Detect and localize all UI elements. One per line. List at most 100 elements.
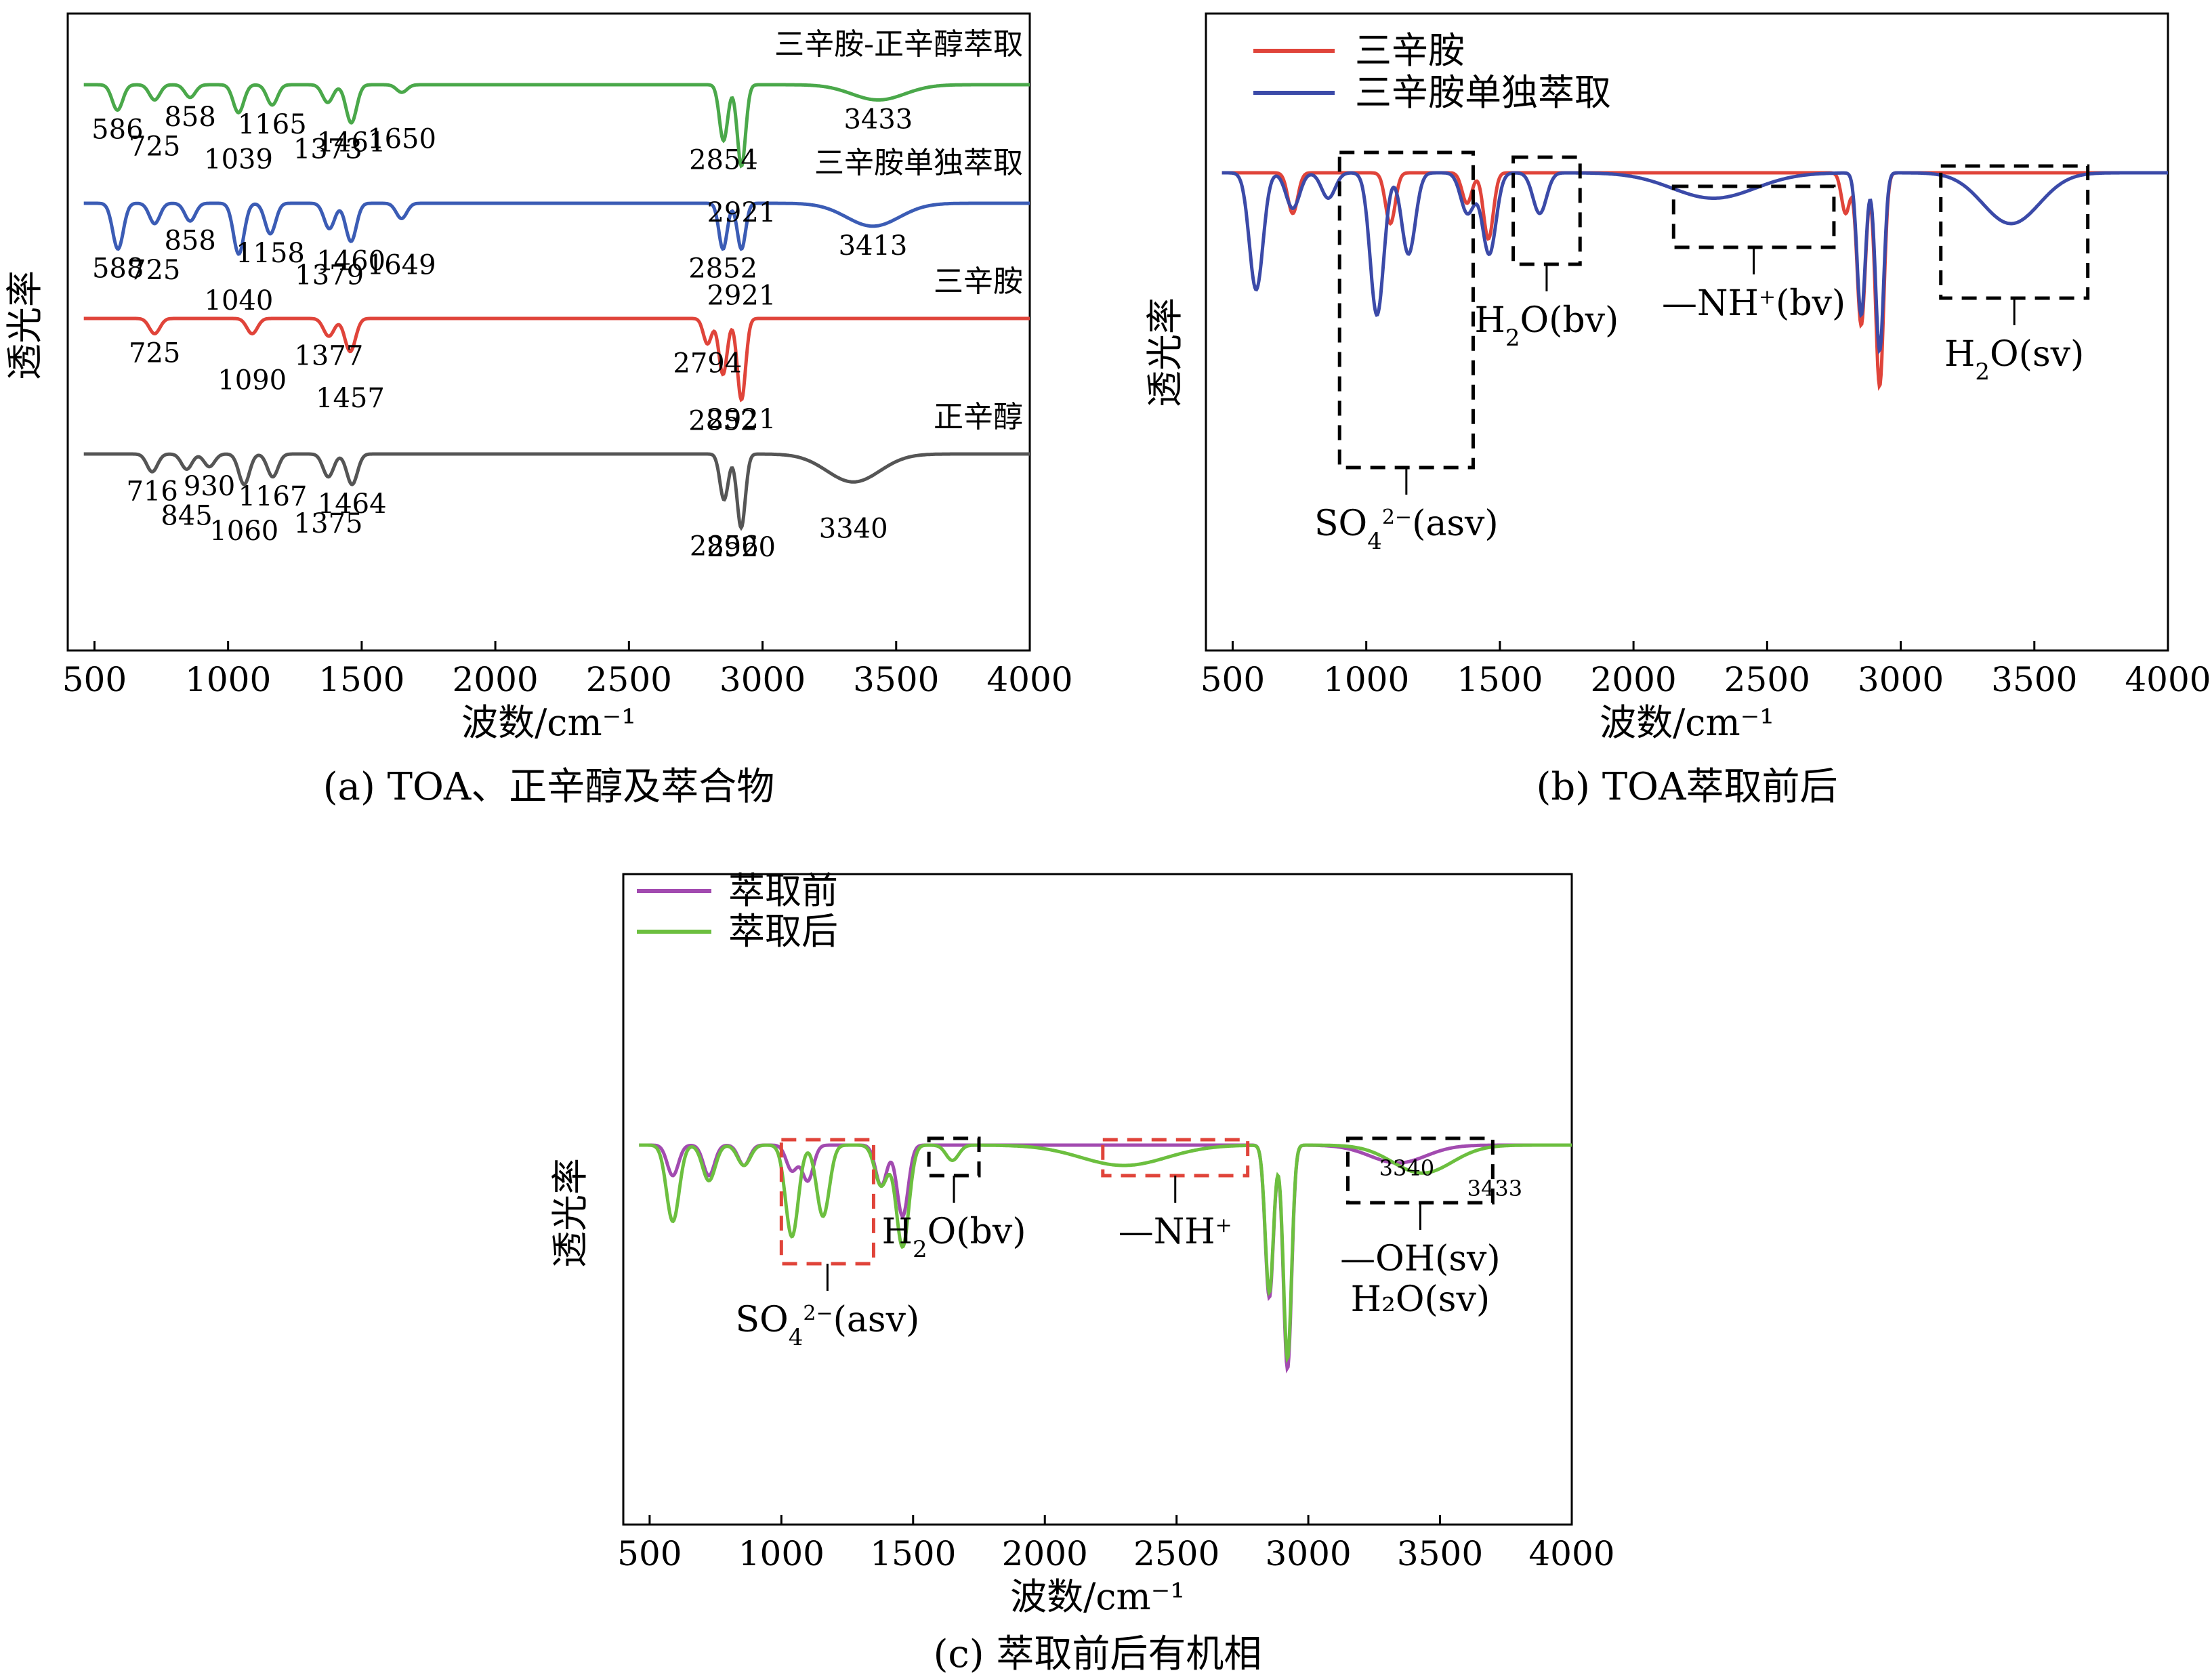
y-axis-label: 透光率 [3,270,46,380]
chart-c: 500 1000 1500 2000 2500 3000 3500 4000 SO42−(as… [549,869,1615,1675]
peak-label: 1379 [295,260,364,291]
x-tick-label: 3500 [853,660,939,699]
peak-label: 2854 [689,145,758,176]
peak-label: 1461 [317,127,386,158]
x-tick-label: 2000 [1590,660,1676,699]
annotation-label: SO42−(asv) [735,1300,919,1351]
peak-label: 3433 [843,104,913,136]
annotation-box [779,1138,875,1266]
peak-label: 845 [161,501,212,532]
annotation-label: —OH(sv) [1340,1239,1501,1279]
x-tick-label: 1000 [185,660,271,699]
legend-label: 萃取后 [728,910,838,953]
peak-label: 1040 [205,285,274,316]
series-line [639,1143,1572,1363]
x-tick-label: 2500 [1724,660,1810,699]
series-name: 正辛醇 [934,400,1023,434]
x-tick-label: 3000 [1858,660,1944,699]
x-tick-label: 3000 [719,660,806,699]
annotation-label: H₂O(sv) [1351,1279,1490,1320]
peak-label: 716 [126,476,178,507]
peak-label: 1650 [367,123,436,154]
peak-label: 1464 [318,489,387,520]
x-axis: 500 1000 1500 2000 2500 3000 3500 4000 [1201,641,2211,699]
peak-label: 588 [92,253,144,285]
x-tick-label: 2500 [1133,1534,1219,1573]
peak-label: 3413 [839,230,908,262]
x-axis-label: 波数/cm⁻¹ [461,701,636,744]
peak-label: 725 [129,338,180,369]
annotation-box [1337,150,1475,470]
x-axis: 500 1000 1500 2000 2500 3000 3500 4000 [617,1515,1615,1573]
annotation-label: H2O(bv) [1474,300,1619,352]
series-group [83,83,1030,531]
peak-label: 1377 [294,340,363,371]
x-tick-label: 1000 [1323,660,1409,699]
peak-label: 1460 [316,245,385,276]
peak-label: 3340 [1379,1155,1434,1181]
plot-frame [66,12,1031,652]
x-tick-label: 4000 [986,660,1072,699]
peak-label: 725 [129,255,180,286]
peak-label: 2856 [690,531,759,562]
x-tick-label: 4000 [1528,1534,1614,1573]
annotation-label: H2O(sv) [1944,334,2084,386]
peak-label: 1457 [316,383,385,414]
peak-label: 2852 [688,253,757,285]
chart-a: 500 1000 1500 2000 2500 3000 3500 4000 三辛胺-正辛醇萃… [3,12,1073,809]
legend-label: 三辛胺单独萃取 [1355,71,1611,114]
x-tick-label: 2000 [452,660,538,699]
peak-labels: 三辛胺-正辛醇萃取5867258581039116513731461165028… [91,27,1023,563]
legend-label: 萃取前 [728,869,838,912]
peak-label: 2920 [707,532,776,563]
x-tick-label: 1000 [738,1534,825,1573]
annotations: SO42−(asv) H2O(bv) —NH+ —OH(sv)H₂O(sv) 3340 3… [735,1136,1522,1351]
plot-frame [622,873,1573,1526]
peak-label: 2921 [707,281,776,312]
annotation-label: —NH+(bv) [1662,283,1845,324]
x-tick-label: 1500 [1457,660,1543,699]
series-name: 三辛胺 [934,264,1023,299]
legend-label: 三辛胺 [1355,29,1465,72]
series-line [1222,171,2168,391]
series-name: 三辛胺-正辛醇萃取 [774,27,1023,62]
peak-label: 3433 [1467,1176,1522,1201]
peak-label: 1167 [238,481,308,512]
caption-c: (c) 萃取前后有机相 [934,1632,1262,1675]
x-tick-label: 500 [1201,660,1265,699]
series-line [83,201,1030,256]
series-line [83,83,1030,169]
peak-label: 1649 [367,250,436,281]
plot-frame [1205,12,2169,652]
peak-label: 725 [129,131,180,163]
x-tick-label: 4000 [2125,660,2211,699]
annotation-label: —NH+ [1119,1212,1232,1252]
series-group [1222,171,2168,391]
annotations: SO42−(asv) H2O(bv) —NH+(bv) H2O(sv) [1314,150,2090,555]
series-line [83,452,1030,531]
series-line [639,1143,1572,1373]
y-axis-label: 透光率 [1144,297,1186,407]
x-tick-label: 3500 [1991,660,2077,699]
peak-label: 858 [164,225,215,256]
series-line [83,316,1030,402]
y-axis-label: 透光率 [549,1158,591,1268]
caption-b: (b) TOA萃取前后 [1536,765,1837,809]
x-tick-label: 1500 [870,1534,956,1573]
peak-label: 2852 [688,406,757,437]
x-tick-label: 3500 [1397,1534,1483,1573]
series-name: 三辛胺单独萃取 [814,146,1023,180]
peak-label: 2921 [707,197,776,228]
peak-label: 1375 [294,508,363,539]
peak-label: 1158 [236,238,305,269]
peak-label: 2921 [707,404,776,435]
annotation-label: SO42−(asv) [1314,503,1499,555]
x-tick-label: 1500 [318,660,404,699]
caption-a: (a) TOA、正辛醇及萃合物 [323,765,775,809]
peak-label: 1373 [293,133,362,165]
peak-label: 858 [164,102,215,133]
x-tick-label: 500 [62,660,127,699]
x-tick-label: 2500 [586,660,672,699]
